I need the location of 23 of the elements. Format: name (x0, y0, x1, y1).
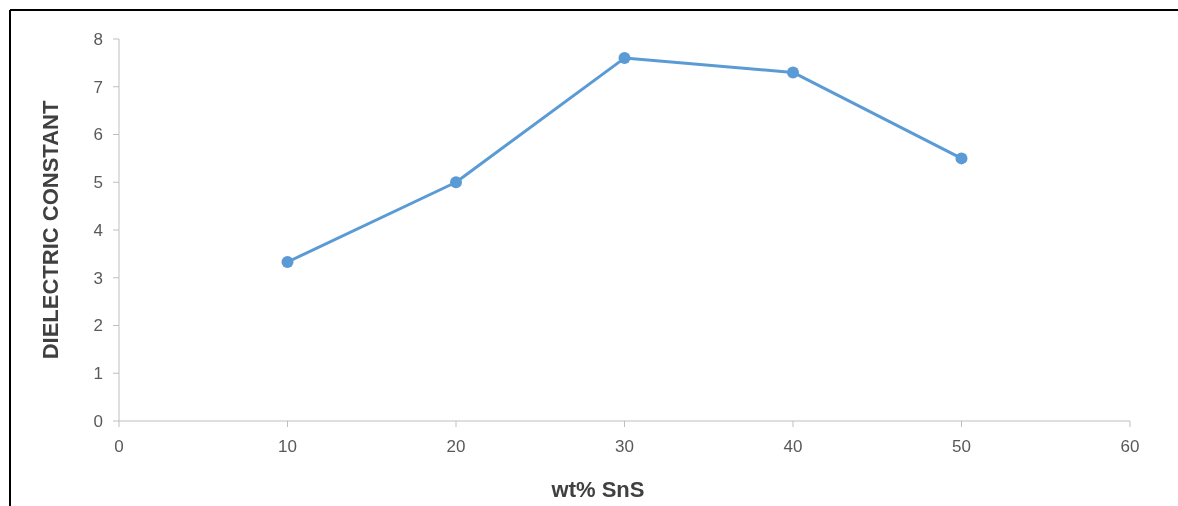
point (787, 66, 799, 79)
point (618, 52, 631, 65)
x-tick-label: 20 (446, 437, 466, 456)
x-tick-label: 10 (278, 437, 297, 456)
point (281, 255, 294, 268)
point (955, 152, 968, 165)
y-tick-label: 8 (93, 29, 103, 49)
x-axis-title: wt% SnS (550, 477, 645, 502)
y-tick-label: 4 (93, 220, 103, 240)
x-tick-label: 0 (114, 437, 124, 456)
x-tick-label: 50 (952, 437, 971, 456)
y-tick-label: 6 (93, 125, 103, 145)
y-axis-title: DIELECTRIC CONSTANT (38, 100, 63, 360)
y-tick-label: 3 (93, 268, 103, 288)
y-tick-label: 7 (93, 77, 103, 97)
x-tick-label: 60 (1120, 437, 1140, 456)
x-tick-label: 30 (615, 437, 634, 456)
x-tick-label: 40 (783, 437, 803, 456)
point (450, 176, 462, 189)
y-tick-label: 5 (93, 173, 103, 193)
y-tick-label: 2 (93, 316, 103, 336)
y-tick-label: 0 (93, 411, 103, 431)
y-tick-label: 1 (93, 364, 103, 384)
